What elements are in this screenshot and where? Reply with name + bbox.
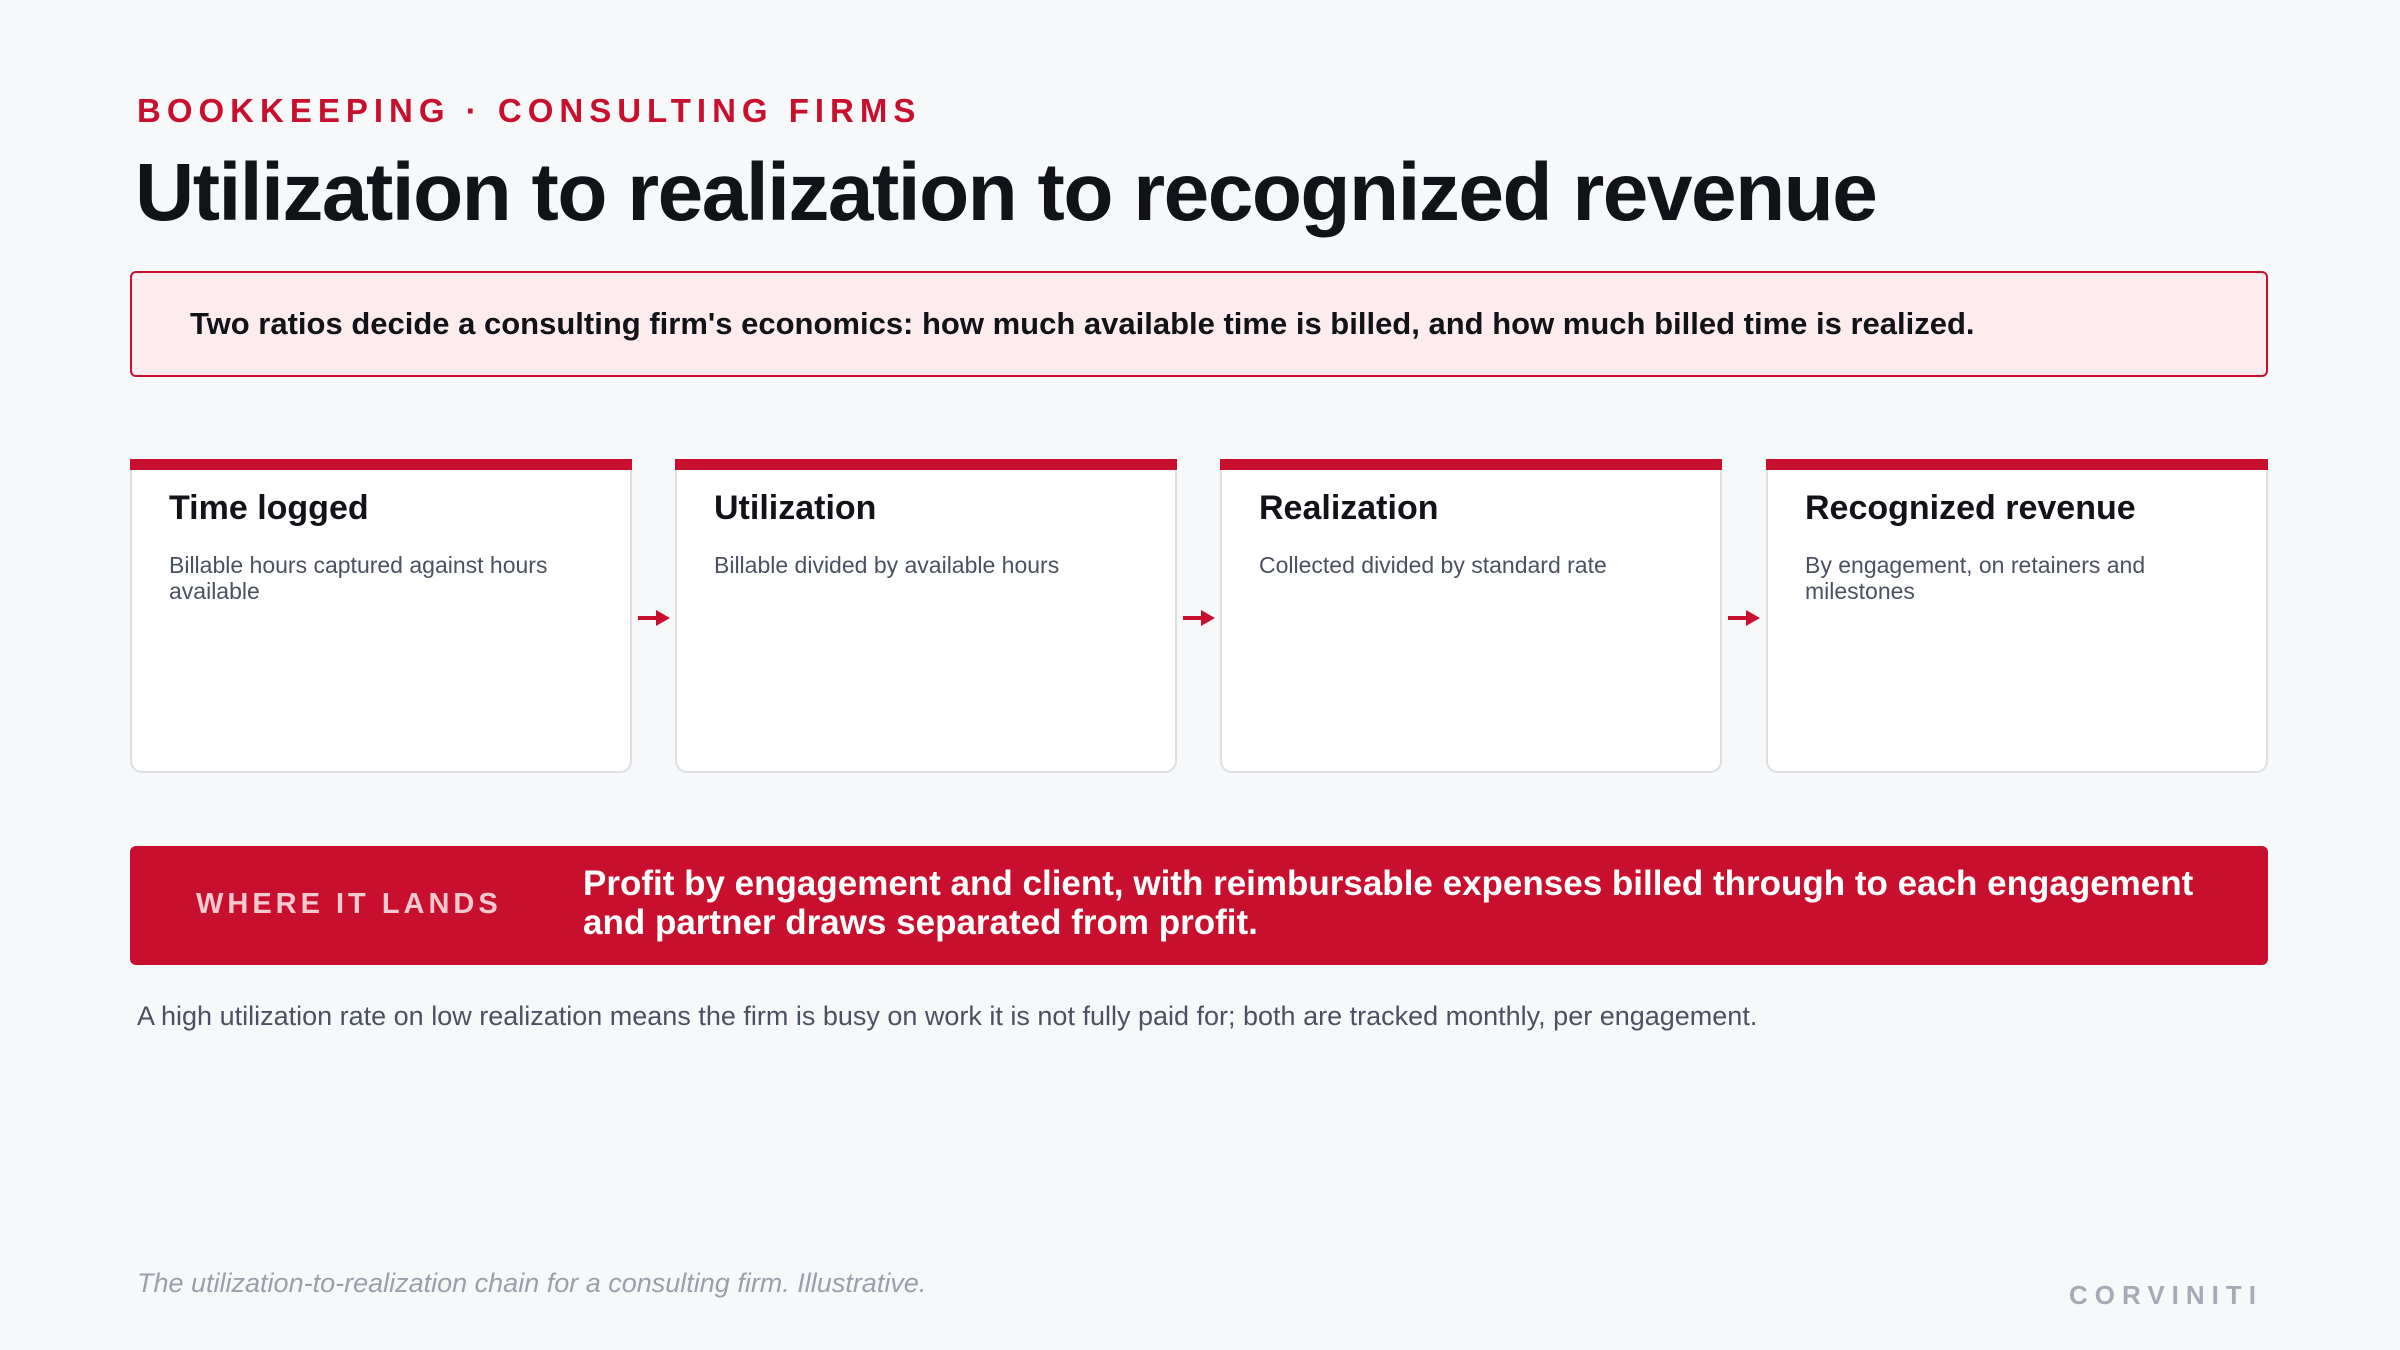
page-title: Utilization to realization to recognized… [135, 147, 1878, 238]
step-description: Collected divided by standard rate [1259, 552, 1607, 578]
step-accent-bar [1766, 459, 2268, 470]
step-title: Recognized revenue [1805, 489, 2136, 527]
landing-label: WHERE IT LANDS [196, 888, 502, 920]
summary-callout-text: Two ratios decide a consulting firm's ec… [190, 306, 1975, 341]
step-description: By engagement, on retainers and mileston… [1805, 552, 2146, 604]
step-title: Time logged [169, 489, 369, 527]
step-accent-bar [675, 459, 1177, 470]
step-accent-bar [1220, 459, 1722, 470]
arrow-right-icon [638, 610, 670, 626]
step-description: Billable divided by available hours [714, 552, 1060, 578]
process-flow: Time logged Billable hours captured agai… [130, 459, 2268, 773]
step-card-utilization: Utilization Billable divided by availabl… [675, 459, 1177, 773]
arrow-right-icon [1728, 610, 1760, 626]
landing-text: Profit by engagement and client, with re… [583, 864, 2194, 942]
step-card-realization: Realization Collected divided by standar… [1220, 459, 1722, 773]
landing-banner: WHERE IT LANDS Profit by engagement and … [130, 846, 2268, 965]
step-accent-bar [130, 459, 632, 470]
step-card-recognized-revenue: Recognized revenue By engagement, on ret… [1766, 459, 2268, 773]
step-description: Billable hours captured against hours av… [169, 552, 548, 604]
step-title: Utilization [714, 489, 877, 527]
arrow-right-icon [1183, 610, 1215, 626]
summary-callout: Two ratios decide a consulting firm's ec… [130, 271, 2268, 377]
brand-logo-text: CORVINITI [2069, 1280, 2263, 1310]
figure-caption: The utilization-to-realization chain for… [137, 1268, 927, 1298]
explanatory-note: A high utilization rate on low realizati… [137, 1001, 1758, 1031]
step-card-time-logged: Time logged Billable hours captured agai… [130, 459, 632, 773]
step-title: Realization [1259, 489, 1439, 527]
eyebrow-label: BOOKKEEPING · CONSULTING FIRMS [137, 92, 922, 129]
